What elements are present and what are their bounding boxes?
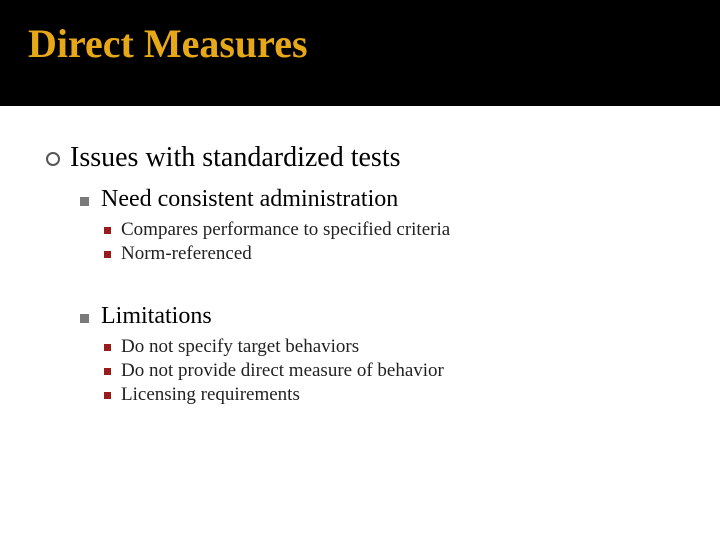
level3-item: Compares performance to specified criter… xyxy=(104,219,720,241)
slide-title: Direct Measures xyxy=(28,20,720,67)
level3-item: Licensing requirements xyxy=(104,384,720,406)
level2-heading: Limitations xyxy=(101,303,212,330)
level1-text: Issues with standardized tests xyxy=(70,142,401,174)
level3-text: Norm-referenced xyxy=(121,243,252,265)
level2-heading: Need consistent administration xyxy=(101,186,398,213)
level3-item: Do not specify target behaviors xyxy=(104,336,720,358)
small-square-bullet-icon xyxy=(104,392,111,399)
level3-text: Licensing requirements xyxy=(121,384,300,406)
square-bullet-icon xyxy=(80,197,89,206)
level1-item: Issues with standardized tests xyxy=(46,142,720,174)
square-bullet-icon xyxy=(80,314,89,323)
slide-content: Issues with standardized tests Need cons… xyxy=(0,106,720,406)
small-square-bullet-icon xyxy=(104,227,111,234)
small-square-bullet-icon xyxy=(104,344,111,351)
level3-text: Do not specify target behaviors xyxy=(121,336,359,358)
level3-item: Do not provide direct measure of behavio… xyxy=(104,360,720,382)
level3-text: Do not provide direct measure of behavio… xyxy=(121,360,444,382)
title-bar: Direct Measures xyxy=(0,0,720,106)
small-square-bullet-icon xyxy=(104,368,111,375)
level2-item: Need consistent administration xyxy=(80,186,720,213)
level3-text: Compares performance to specified criter… xyxy=(121,219,450,241)
level2-item: Limitations xyxy=(80,303,720,330)
level3-item: Norm-referenced xyxy=(104,243,720,265)
circle-bullet-icon xyxy=(46,152,60,166)
small-square-bullet-icon xyxy=(104,251,111,258)
